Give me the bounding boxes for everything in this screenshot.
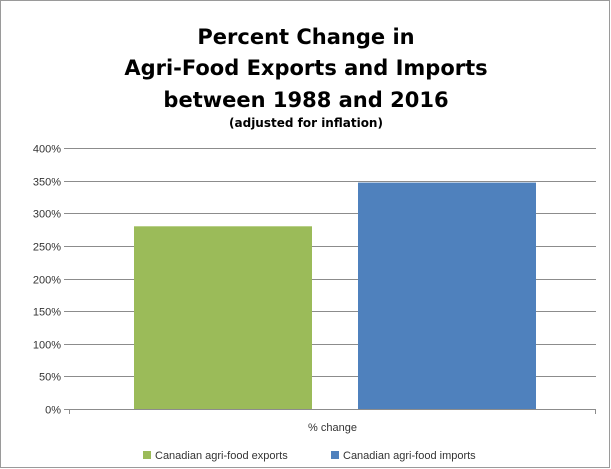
chart-title-line-3: between 1988 and 2016 [163,88,448,112]
y-tick-label: 400% [33,144,61,156]
y-tick-label: 50% [39,372,61,384]
legend-label: Canadian agri-food imports [343,450,476,462]
bars [134,182,536,409]
chart-title-line-1: Percent Change in [197,25,414,49]
x-category-label: % change [308,422,357,434]
x-axis: % change [69,409,596,434]
legend-swatch [143,451,151,459]
y-tick-label: 200% [33,275,61,287]
y-tick-label: 100% [33,340,61,352]
chart-title-line-2: Agri-Food Exports and Imports [124,56,487,80]
chart-title: Percent Change in Agri-Food Exports and … [124,25,487,130]
legend-label: Canadian agri-food exports [155,450,288,462]
bar-exports [134,226,312,409]
y-axis-tick-labels: 0% 50% 100% 150% 200% 250% 300% 350% 400% [33,144,61,417]
legend: Canadian agri-food exports Canadian agri-… [143,450,476,462]
y-tick-label: 350% [33,177,61,189]
legend-swatch [331,451,339,459]
y-tick-label: 150% [33,307,61,319]
y-tick-label: 0% [45,405,61,417]
y-tick-label: 300% [33,209,61,221]
chart-subtitle: (adjusted for inflation) [229,116,383,130]
y-tick-label: 250% [33,242,61,254]
bar-imports [358,182,536,409]
